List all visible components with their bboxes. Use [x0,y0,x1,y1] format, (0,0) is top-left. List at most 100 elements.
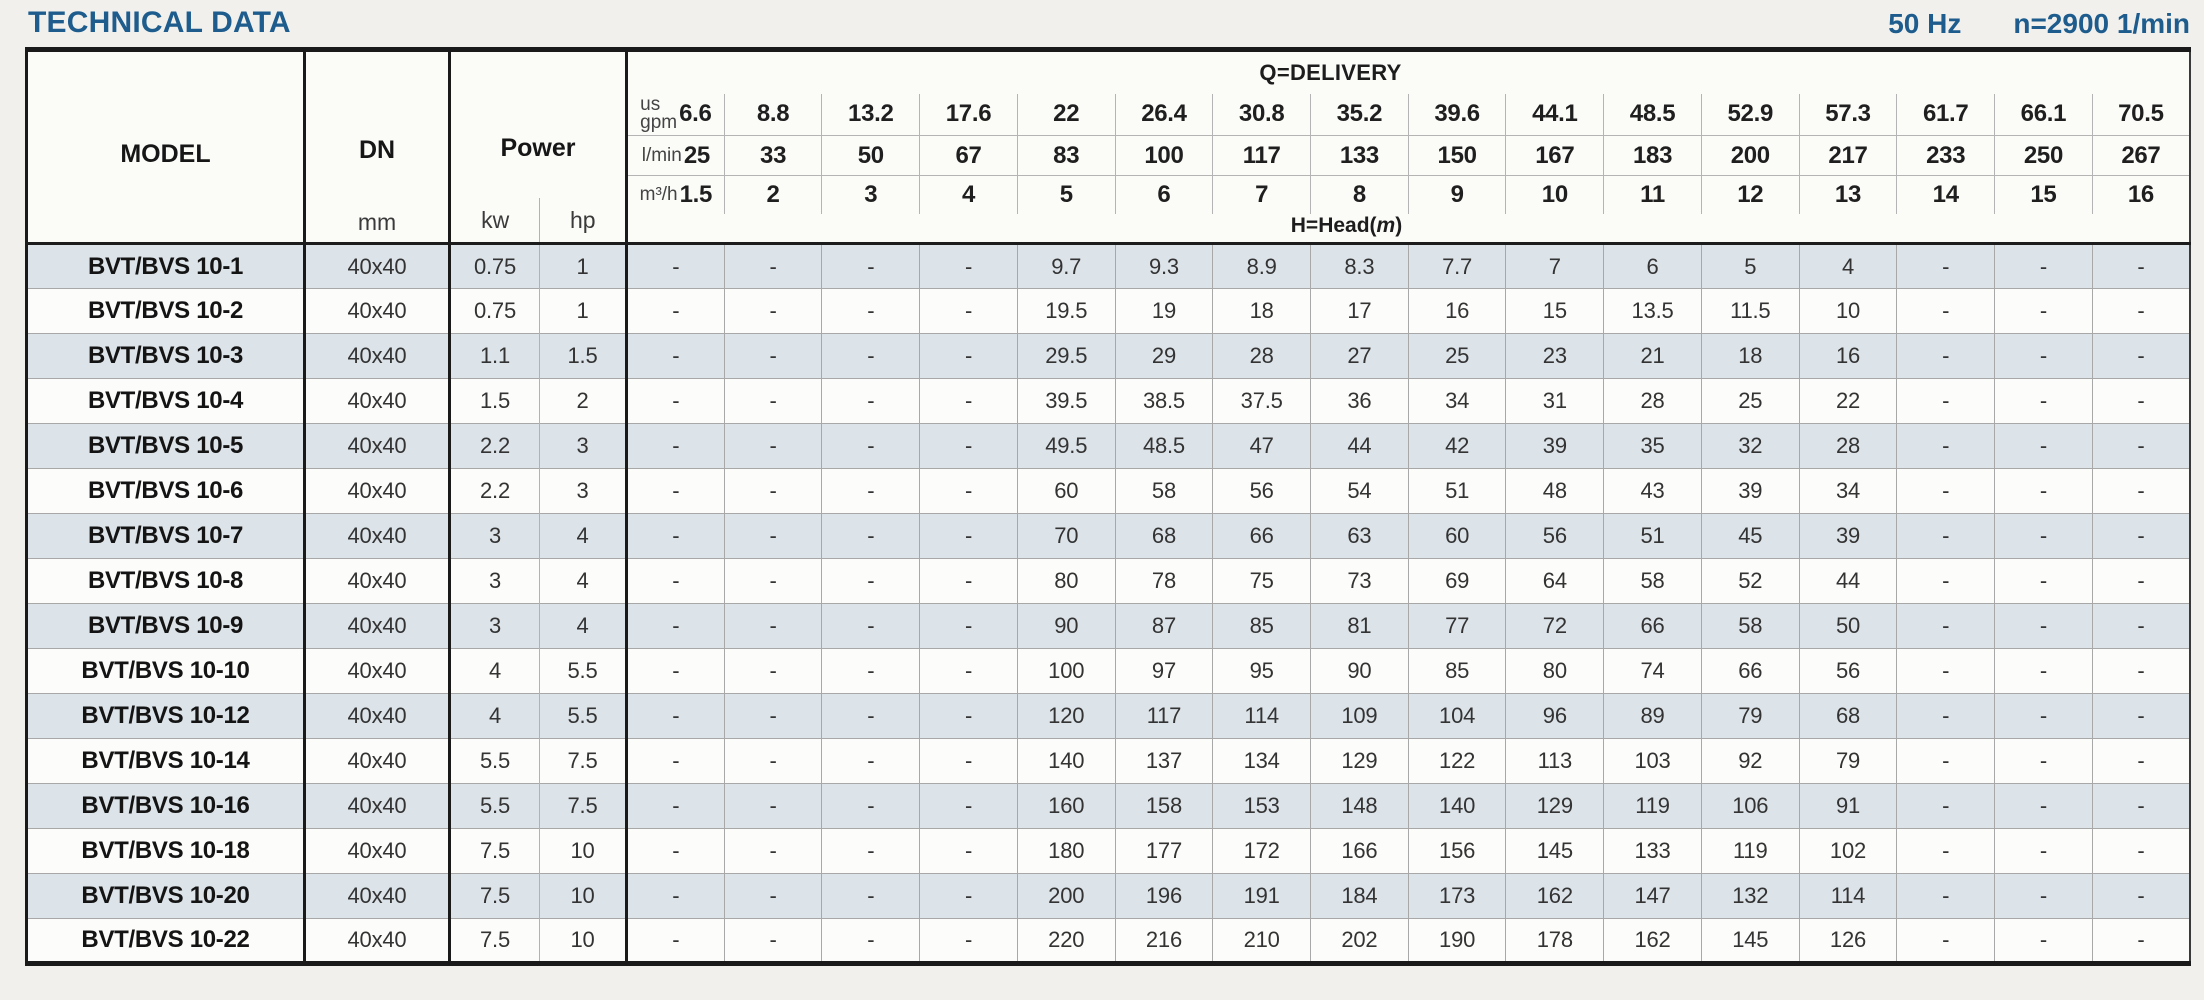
head-value-cell: - [626,333,725,379]
head-value-cell: 79 [1798,738,1897,784]
dn-column-header: DN mm [304,49,451,245]
head-value-cell: 50 [1798,603,1897,649]
head-value-cell: 10 [1798,288,1897,334]
head-value-cell: - [723,243,822,289]
head-value-cell: 31 [1505,378,1604,424]
head-value-cell: 145 [1505,828,1604,874]
m3h-row-value: 9 [1407,175,1506,214]
head-value-cell: - [723,693,822,739]
head-value-cell: 132 [1700,873,1800,919]
gpm-row-value: 44.1 [1505,93,1604,136]
table-row: BVT/BVS 10-2 40x40 0.75 1- - - -19.5 19 18 17 16 15… [26,288,2190,334]
head-value-cell: 18 [1700,333,1800,379]
head-value-cell: 56 [1505,513,1604,559]
table-row: BVT/BVS 10-18 40x40 7.5 10- - - -180 177 172 166 1… [26,828,2190,874]
head-value-cell: - [723,738,822,784]
head-value-cell: 29.5 [1016,333,1116,379]
head-value-cell: 27 [1310,333,1409,379]
head-value-cell: - [821,333,920,379]
table-row: BVT/BVS 10-3 40x40 1.1 1.5- - - -29.5 29 28 27 25 2… [26,333,2190,379]
head-value-cell: - [919,558,1018,604]
head-value-cell: - [821,378,920,424]
head-value-cell: - [723,648,822,694]
head-value-cell: - [919,783,1018,829]
head-value-cell: 80 [1505,648,1604,694]
gpm-row-value: 22 [1016,93,1116,136]
m3h-row-value: 16 [2091,175,2190,214]
head-value-cell: - [2091,423,2190,469]
head-value-cell: 160 [1016,783,1116,829]
head-value-cell: - [1896,873,1995,919]
head-value-cell: 51 [1603,513,1702,559]
power-hp-cell: 3 [539,423,628,469]
head-value-cell: 162 [1505,873,1604,919]
head-value-cell: - [821,648,920,694]
head-value-cell: 36 [1310,378,1409,424]
lmin-row-value: 183 [1603,135,1702,176]
head-value-cell: 73 [1310,558,1409,604]
head-value-cell: - [1994,738,2093,784]
power-kw-cell: 1.5 [449,378,540,424]
head-value-cell: 45 [1700,513,1800,559]
head-value-cell: - [821,423,920,469]
head-value-cell: 148 [1310,783,1409,829]
dn-cell: 40x40 [304,873,451,919]
head-value-cell: - [1896,738,1995,784]
m3h-row-value: 7 [1212,175,1311,214]
head-value-cell: - [919,378,1018,424]
kw-unit-label: kw [481,206,510,233]
head-value-cell: 156 [1407,828,1506,874]
head-value-cell: - [821,828,920,874]
head-value-cell: 34 [1798,468,1897,514]
head-value-cell: 7.7 [1407,243,1506,289]
head-value-cell: 54 [1310,468,1409,514]
head-value-cell: 19 [1114,288,1213,334]
head-value-cell: 43 [1603,468,1702,514]
head-value-cell: - [919,513,1018,559]
lmin-row-value: 100 [1114,135,1213,176]
head-value-cell: - [626,288,725,334]
head-value-cell: 66 [1212,513,1311,559]
head-value-cell: 58 [1603,558,1702,604]
head-value-cell: - [1896,828,1995,874]
head-value-cell: - [1994,603,2093,649]
head-value-cell: - [723,423,822,469]
head-value-cell: 106 [1700,783,1800,829]
head-value-cell: 77 [1407,603,1506,649]
head-value-cell: 114 [1212,693,1311,739]
gpm-row-value: 30.8 [1212,93,1311,136]
table-body: BVT/BVS 10-1 40x40 0.75 1- - - -9.7 9.3 8.9 8.3 7.… [26,243,2190,964]
table-row: BVT/BVS 10-4 40x40 1.5 2- - - -39.5 38.5 37.5 36 3… [26,378,2190,424]
head-value-cell: 6 [1603,243,1702,289]
head-value-cell: - [626,243,725,289]
head-value-cell: - [1896,693,1995,739]
head-value-cell: 39 [1700,468,1800,514]
head-value-cell: 66 [1700,648,1800,694]
power-hp-cell: 3 [539,468,628,514]
head-value-cell: - [2091,288,2190,334]
page-title: TECHNICAL DATA [28,6,291,39]
head-value-cell: - [723,918,822,964]
dn-cell: 40x40 [304,513,451,559]
model-cell: BVT/BVS 10-3 [26,333,306,379]
head-value-cell: - [919,693,1018,739]
head-value-cell: 134 [1212,738,1311,784]
table-row: BVT/BVS 10-16 40x40 5.5 7.5- - - -160 158 153 148… [26,783,2190,829]
m3h-row-value: 12 [1700,175,1800,214]
head-value-cell: 58 [1114,468,1213,514]
head-value-cell: - [626,378,725,424]
table-row: BVT/BVS 10-14 40x40 5.5 7.5- - - -140 137 134 129… [26,738,2190,784]
model-cell: BVT/BVS 10-8 [26,558,306,604]
head-value-cell: 69 [1407,558,1506,604]
lmin-row-value: 267 [2091,135,2190,176]
gpm-row: us gpm 6.6 8.8 13.2 17.6 22 26.4 30.8 35.2 39.6 44.… [27,93,2190,136]
head-value-cell: 97 [1114,648,1213,694]
head-value-cell: 119 [1603,783,1702,829]
head-value-cell: 120 [1016,693,1116,739]
head-value-cell: 51 [1407,468,1506,514]
head-value-cell: - [1994,288,2093,334]
model-cell: BVT/BVS 10-6 [26,468,306,514]
lmin-row-value: 233 [1896,135,1995,176]
model-cell: BVT/BVS 10-22 [26,918,306,964]
dn-cell: 40x40 [304,333,451,379]
